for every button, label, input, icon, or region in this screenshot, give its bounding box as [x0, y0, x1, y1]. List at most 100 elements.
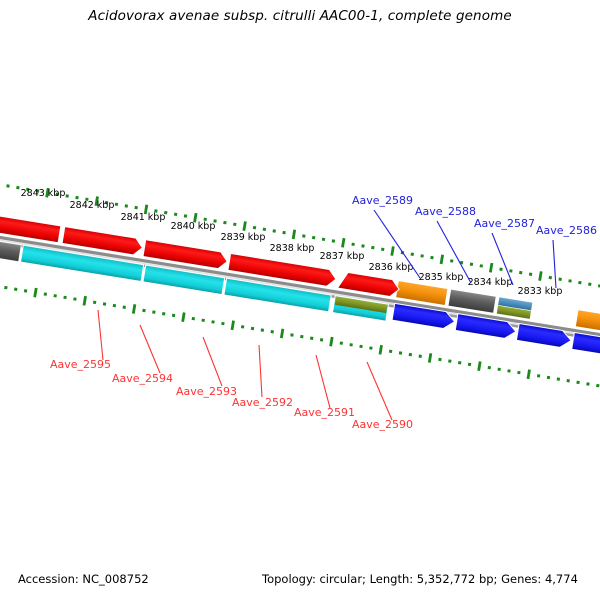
feature-row-cyan-band: [0, 238, 390, 322]
gene-label[interactable]: Aave_2588: [415, 205, 476, 218]
gene-arrow-red[interactable]: [227, 252, 337, 287]
gene-label[interactable]: Aave_2593: [176, 385, 237, 398]
scale-major-tick: [230, 320, 235, 331]
block-orange-2[interactable]: [574, 309, 600, 334]
gene-label-leader: [491, 232, 514, 286]
scale-dot: [92, 300, 97, 305]
scale-major-tick: [390, 246, 395, 256]
gene-label[interactable]: Aave_2589: [352, 194, 413, 207]
scale-dot: [171, 313, 176, 318]
scale-dot: [509, 269, 513, 273]
scale-dot: [339, 341, 344, 345]
scale-dot: [211, 320, 215, 324]
block-cyan[interactable]: [142, 264, 226, 296]
scale-major-tick: [143, 204, 149, 215]
scale-dot: [191, 316, 196, 321]
scale-dot: [4, 285, 8, 290]
scale-tick-label: 2840 kbp: [171, 221, 216, 232]
scale-dot: [420, 254, 424, 258]
scale-dot: [548, 275, 553, 280]
scale-dot: [408, 352, 413, 357]
scale-tick-label: 2836 kbp: [369, 262, 414, 273]
scale-dot: [349, 343, 353, 347]
scale-tick-label: 2839 kbp: [221, 232, 266, 243]
scale-dot: [223, 220, 227, 225]
gene-label-leader: [366, 361, 393, 421]
feature-row-red-genes: [0, 213, 400, 298]
scale-major-tick: [488, 262, 494, 273]
scale-dot: [85, 197, 89, 202]
scale-major-tick: [439, 254, 445, 265]
scale-dot: [252, 225, 257, 230]
gene-label[interactable]: Aave_2595: [50, 358, 111, 371]
scale-dot: [361, 244, 365, 248]
gene-label[interactable]: Aave_2592: [232, 396, 293, 409]
gene-label-leader: [315, 354, 331, 409]
gene-label[interactable]: Aave_2594: [112, 372, 173, 385]
scale-dot: [311, 235, 316, 240]
scale-dot: [448, 359, 452, 363]
scale-tick-label: 2834 kbp: [468, 277, 513, 288]
block-cyan-olive[interactable]: [331, 295, 390, 322]
scale-dot: [154, 209, 158, 213]
gene-label-leader: [258, 344, 263, 398]
gene-arrow-blue[interactable]: [454, 313, 517, 340]
scale-dot: [556, 377, 561, 381]
scale-dot: [302, 234, 306, 238]
gene-label-leader: [202, 336, 223, 387]
gene-arrow-red[interactable]: [336, 271, 400, 298]
scale-dot: [588, 282, 592, 286]
scale-dot: [75, 195, 79, 200]
scale-dot: [319, 338, 324, 342]
scale-dot: [104, 200, 109, 205]
scale-major-tick: [291, 229, 297, 240]
scale-dot: [469, 262, 474, 267]
scale-dot: [410, 252, 415, 257]
gene-labels-red: Aave_2595Aave_2594Aave_2593Aave_2592Aave…: [50, 358, 413, 431]
gene-arrow-blue[interactable]: [391, 302, 456, 330]
gene-label[interactable]: Aave_2586: [536, 224, 597, 237]
scale-dot: [233, 222, 237, 227]
scale-tick-labels: 2843 kbp 2842 kbp 2841 kbp 2840 kbp 2839 kbp…: [21, 188, 563, 297]
gene-arrow-red[interactable]: [0, 213, 62, 244]
scale-dot: [213, 219, 217, 223]
scale-major-tick: [45, 187, 50, 198]
gene-label-leaders-red: [97, 309, 393, 421]
gene-arrow-red[interactable]: [142, 239, 229, 270]
scale-dot: [578, 280, 582, 285]
scale-dot: [282, 230, 286, 235]
scale-dot: [65, 194, 69, 198]
block-cyan[interactable]: [223, 277, 332, 313]
gene-label-leader: [139, 324, 161, 374]
scale-dot: [63, 295, 67, 300]
feature-row-blue-genes: [391, 302, 600, 357]
scale-major-tick: [279, 328, 285, 339]
block-steelblue-olive[interactable]: [496, 296, 534, 320]
gene-label-leader: [552, 239, 557, 289]
feature-row-upper: [395, 280, 600, 334]
scale-major-tick: [477, 361, 482, 372]
block-cyan[interactable]: [19, 244, 145, 283]
scale-dot: [388, 349, 393, 354]
gene-label[interactable]: Aave_2587: [474, 217, 535, 230]
scale-dot: [16, 185, 20, 190]
block-gray-1[interactable]: [447, 288, 497, 314]
block-gray-start[interactable]: [0, 238, 22, 263]
gene-arrow-blue[interactable]: [571, 331, 600, 357]
scale-dot: [380, 247, 385, 252]
scale-dot: [290, 333, 294, 337]
scale-major-tick: [378, 344, 383, 355]
scale-dot: [331, 239, 336, 243]
gene-label[interactable]: Aave_2591: [294, 406, 355, 419]
gene-label[interactable]: Aave_2590: [352, 418, 413, 431]
gene-arrow-blue[interactable]: [515, 322, 572, 348]
scale-dot: [35, 189, 40, 193]
scale-major-tick: [329, 336, 334, 347]
scale-dot: [53, 294, 57, 298]
scale-major-tick: [181, 312, 186, 322]
gene-arrow-red[interactable]: [61, 226, 144, 257]
scale-dot: [124, 204, 129, 208]
scale-dot: [467, 362, 472, 367]
scale-ruler-lower: [4, 285, 600, 388]
scale-dot: [528, 272, 533, 277]
